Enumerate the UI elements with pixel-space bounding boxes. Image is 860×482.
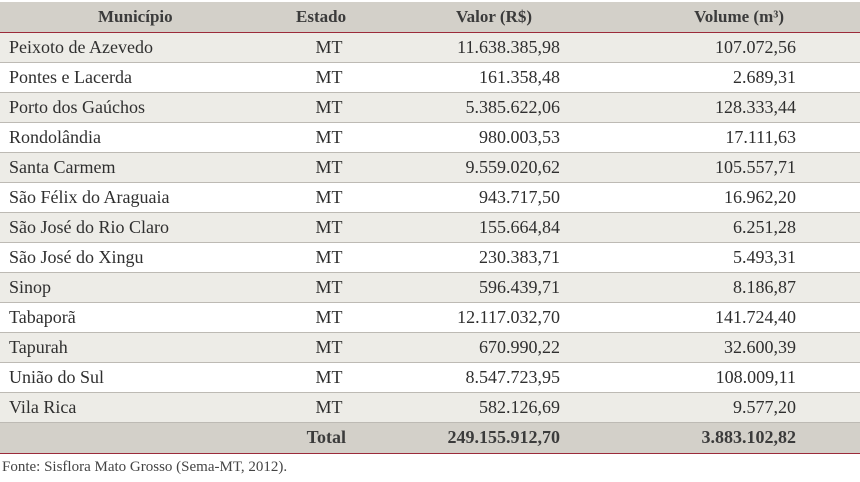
cell-volume: 8.186,87 bbox=[570, 272, 860, 303]
cell-municipio: Tapurah bbox=[0, 332, 236, 363]
cell-municipio: Porto dos Gaúchos bbox=[0, 92, 236, 123]
cell-estado: MT bbox=[236, 212, 374, 243]
cell-estado: MT bbox=[236, 242, 374, 273]
cell-valor: 596.439,71 bbox=[374, 272, 570, 303]
cell-volume: 108.009,11 bbox=[570, 362, 860, 393]
table-row: São José do Xingu MT 230.383,71 5.493,31 bbox=[0, 242, 860, 273]
cell-municipio: Peixoto de Azevedo bbox=[0, 32, 236, 63]
cell-volume: 141.724,40 bbox=[570, 302, 860, 333]
table-body: Peixoto de Azevedo MT 11.638.385,98 107.072… bbox=[0, 32, 860, 423]
cell-valor: 980.003,53 bbox=[374, 122, 570, 153]
cell-valor: 11.638.385,98 bbox=[374, 32, 570, 63]
cell-estado: MT bbox=[236, 122, 374, 153]
table-row: União do Sul MT 8.547.723,95 108.009,11 bbox=[0, 362, 860, 393]
cell-valor: 5.385.622,06 bbox=[374, 92, 570, 123]
total-label: Total bbox=[236, 422, 374, 454]
cell-estado: MT bbox=[236, 272, 374, 303]
cell-municipio: Tabaporã bbox=[0, 302, 236, 333]
table-row: Tapurah MT 670.990,22 32.600,39 bbox=[0, 332, 860, 363]
cell-volume: 9.577,20 bbox=[570, 392, 860, 423]
cell-valor: 670.990,22 bbox=[374, 332, 570, 363]
cell-estado: MT bbox=[236, 302, 374, 333]
table-footer: Total 249.155.912,70 3.883.102,82 bbox=[0, 422, 860, 454]
cell-volume: 5.493,31 bbox=[570, 242, 860, 273]
cell-estado: MT bbox=[236, 92, 374, 123]
table-row: Santa Carmem MT 9.559.020,62 105.557,71 bbox=[0, 152, 860, 183]
table-header: Município Estado Valor (R$) Volume (m³) bbox=[0, 2, 860, 33]
cell-volume: 32.600,39 bbox=[570, 332, 860, 363]
cell-volume: 16.962,20 bbox=[570, 182, 860, 213]
header-row: Município Estado Valor (R$) Volume (m³) bbox=[0, 2, 860, 33]
cell-estado: MT bbox=[236, 332, 374, 363]
cell-valor: 161.358,48 bbox=[374, 62, 570, 93]
total-volume: 3.883.102,82 bbox=[570, 422, 860, 454]
cell-municipio: Santa Carmem bbox=[0, 152, 236, 183]
cell-valor: 8.547.723,95 bbox=[374, 362, 570, 393]
header-municipio: Município bbox=[0, 2, 236, 33]
cell-volume: 6.251,28 bbox=[570, 212, 860, 243]
table-row: São Félix do Araguaia MT 943.717,50 16.962,… bbox=[0, 182, 860, 213]
cell-municipio: São José do Rio Claro bbox=[0, 212, 236, 243]
cell-valor: 943.717,50 bbox=[374, 182, 570, 213]
table-row: Sinop MT 596.439,71 8.186,87 bbox=[0, 272, 860, 303]
cell-estado: MT bbox=[236, 182, 374, 213]
cell-municipio: São Félix do Araguaia bbox=[0, 182, 236, 213]
table-row: Peixoto de Azevedo MT 11.638.385,98 107.072… bbox=[0, 32, 860, 63]
cell-valor: 9.559.020,62 bbox=[374, 152, 570, 183]
table-row: Pontes e Lacerda MT 161.358,48 2.689,31 bbox=[0, 62, 860, 93]
cell-volume: 128.333,44 bbox=[570, 92, 860, 123]
data-table: Município Estado Valor (R$) Volume (m³) … bbox=[0, 2, 860, 454]
cell-valor: 582.126,69 bbox=[374, 392, 570, 423]
table-row: Rondolândia MT 980.003,53 17.111,63 bbox=[0, 122, 860, 153]
cell-estado: MT bbox=[236, 32, 374, 63]
cell-valor: 155.664,84 bbox=[374, 212, 570, 243]
table-row: Porto dos Gaúchos MT 5.385.622,06 128.333,4… bbox=[0, 92, 860, 123]
total-empty-cell bbox=[0, 422, 236, 454]
cell-municipio: São José do Xingu bbox=[0, 242, 236, 273]
header-estado: Estado bbox=[236, 2, 374, 33]
cell-estado: MT bbox=[236, 362, 374, 393]
header-valor: Valor (R$) bbox=[374, 2, 570, 33]
cell-estado: MT bbox=[236, 152, 374, 183]
source-note: Fonte: Sisflora Mato Grosso (Sema-MT, 20… bbox=[2, 459, 288, 475]
cell-valor: 12.117.032,70 bbox=[374, 302, 570, 333]
cell-municipio: União do Sul bbox=[0, 362, 236, 393]
table-row: Vila Rica MT 582.126,69 9.577,20 bbox=[0, 392, 860, 423]
cell-volume: 105.557,71 bbox=[570, 152, 860, 183]
cell-municipio: Pontes e Lacerda bbox=[0, 62, 236, 93]
cell-volume: 107.072,56 bbox=[570, 32, 860, 63]
cell-municipio: Rondolândia bbox=[0, 122, 236, 153]
table-row: São José do Rio Claro MT 155.664,84 6.251,2… bbox=[0, 212, 860, 243]
cell-volume: 2.689,31 bbox=[570, 62, 860, 93]
total-valor: 249.155.912,70 bbox=[374, 422, 570, 454]
total-row: Total 249.155.912,70 3.883.102,82 bbox=[0, 422, 860, 454]
cell-volume: 17.111,63 bbox=[570, 122, 860, 153]
cell-estado: MT bbox=[236, 62, 374, 93]
header-volume: Volume (m³) bbox=[570, 2, 860, 33]
cell-estado: MT bbox=[236, 392, 374, 423]
table-row: Tabaporã MT 12.117.032,70 141.724,40 bbox=[0, 302, 860, 333]
cell-municipio: Vila Rica bbox=[0, 392, 236, 423]
cell-municipio: Sinop bbox=[0, 272, 236, 303]
cell-valor: 230.383,71 bbox=[374, 242, 570, 273]
